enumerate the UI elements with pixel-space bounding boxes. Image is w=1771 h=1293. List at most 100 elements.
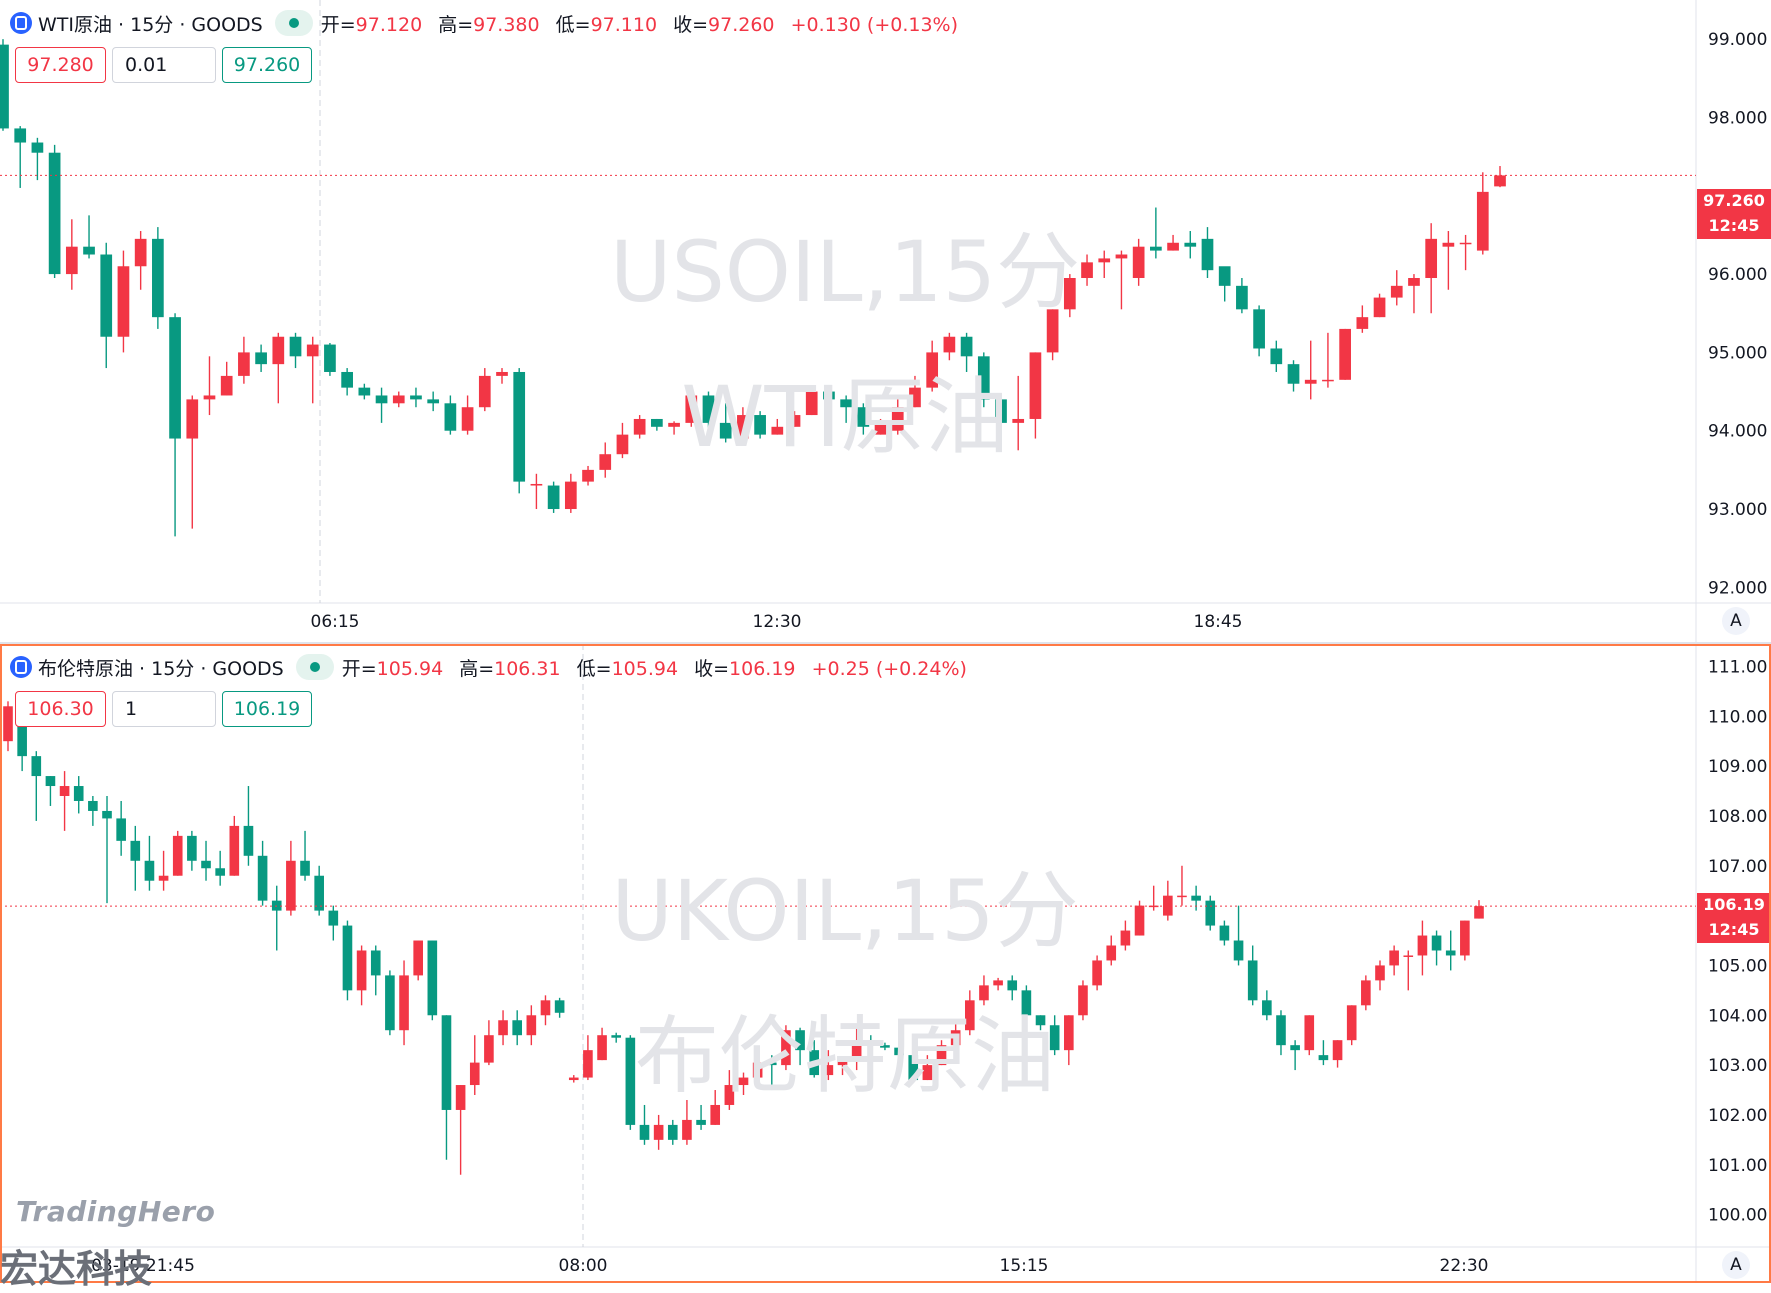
brent-chart-canvas[interactable]: 111.00110.00109.00108.00107.00106.00105.… [0, 644, 1771, 1283]
candle [427, 940, 438, 1021]
candle-body [781, 1030, 791, 1066]
candle-body [1287, 364, 1300, 384]
quantity-input[interactable]: 1 [112, 691, 216, 727]
candle-body [926, 352, 939, 388]
candle [410, 387, 422, 408]
candle-body [14, 128, 27, 143]
candle [1191, 885, 1201, 911]
candle-body [1007, 980, 1018, 991]
panel-separator[interactable] [0, 642, 1771, 644]
symbol-legend[interactable]: WTI原油 · 15分 · GOODS 开=97.120 高=97.380 低=… [10, 8, 958, 38]
candle-body [1012, 418, 1025, 423]
candle [306, 336, 319, 404]
candle [257, 840, 268, 906]
candle [1063, 274, 1076, 318]
candle [795, 1027, 805, 1066]
candle [823, 387, 835, 423]
candle [837, 1060, 848, 1076]
candle-body [1063, 278, 1076, 310]
candle-body [874, 422, 887, 435]
wti-chart-canvas[interactable]: 99.00098.00097.00096.00095.00094.00093.0… [0, 0, 1771, 642]
candle [1233, 905, 1244, 966]
buy-button[interactable]: 106.19 [222, 691, 312, 727]
sell-button[interactable]: 106.30 [15, 691, 106, 727]
candle-body [1049, 1025, 1060, 1051]
candle-body [342, 925, 353, 991]
candle [977, 352, 990, 408]
chart-panel-wti[interactable]: 99.00098.00097.00096.00095.00094.00093.0… [0, 0, 1771, 643]
candle-body [540, 1000, 551, 1016]
price-tick-label: 93.000 [1708, 500, 1767, 520]
candle [865, 1035, 876, 1051]
price-tick-label: 98.000 [1708, 108, 1767, 128]
candle-body [413, 940, 423, 976]
price-tick-label: 100.00 [1708, 1206, 1767, 1226]
candle-body [1236, 285, 1248, 310]
candle [441, 1015, 452, 1160]
symbol-title[interactable]: 布伦特原油 · 15分 · GOODS [38, 657, 284, 680]
candle-body [1356, 317, 1369, 329]
candle-body [738, 1077, 749, 1086]
candle [1332, 1040, 1343, 1068]
candle-body [1046, 309, 1059, 353]
candle-body [1163, 895, 1173, 916]
candle-body [1233, 940, 1244, 961]
candle [1361, 975, 1371, 1011]
chart-panel-brent[interactable]: 111.00110.00109.00108.00107.00106.00105.… [0, 644, 1771, 1283]
exchange-logo-icon [10, 12, 32, 34]
candle [582, 465, 594, 486]
auto-scale-button[interactable]: A [1722, 1251, 1750, 1279]
candle-body [1205, 900, 1216, 926]
candle-body [152, 238, 164, 318]
candle [857, 403, 870, 435]
candle-body [710, 1104, 721, 1125]
price-tick-label: 110.00 [1708, 707, 1767, 727]
candle [328, 905, 339, 941]
candle [874, 418, 887, 435]
time-tick-label: 08:00 [559, 1256, 608, 1276]
time-tick-label: 18:45 [1194, 612, 1243, 632]
candle-body [805, 391, 818, 416]
candle-body [865, 1040, 876, 1046]
candle-body [653, 1124, 664, 1140]
candle [564, 473, 577, 513]
candle-body [1442, 242, 1455, 247]
candle-body [1184, 242, 1197, 247]
candle [979, 975, 989, 1006]
candle [1064, 1015, 1074, 1066]
symbol-title[interactable]: WTI原油 · 15分 · GOODS [38, 13, 263, 36]
candle [203, 356, 216, 416]
candle-body [568, 1077, 579, 1081]
candle [1290, 1040, 1300, 1071]
candle [880, 1042, 890, 1051]
candle [102, 795, 112, 904]
candle-body [1417, 935, 1428, 956]
auto-scale-button[interactable]: A [1722, 607, 1750, 635]
candle [554, 997, 565, 1018]
candle-body [358, 387, 371, 396]
sell-button[interactable]: 97.280 [15, 47, 106, 83]
symbol-legend[interactable]: 布伦特原油 · 15分 · GOODS 开=105.94 高=106.31 低=… [10, 652, 967, 682]
candle-body [702, 395, 715, 423]
candle-body [737, 415, 749, 439]
last-price-label: 97.260 [1697, 189, 1771, 213]
candle-body [1167, 242, 1179, 251]
bar-countdown-label: 12:45 [1697, 917, 1771, 943]
buy-button[interactable]: 97.260 [222, 47, 312, 83]
candle-body [788, 415, 801, 427]
candle [682, 1099, 692, 1145]
candle-body [455, 1085, 466, 1110]
time-tick-label: 03-19 21:45 [91, 1256, 195, 1276]
candle-body [1064, 1015, 1074, 1051]
candle [3, 701, 13, 752]
candle-body [685, 395, 698, 423]
candle-body [31, 142, 44, 153]
candle [1092, 955, 1102, 991]
candle-body [186, 399, 199, 439]
candle [152, 227, 164, 329]
candle [653, 1114, 664, 1150]
candle-body [498, 1020, 508, 1036]
quantity-input[interactable]: 0.01 [112, 47, 216, 83]
watermark-name: 布伦特原油 [634, 1007, 1055, 1105]
candle-body [754, 415, 766, 435]
